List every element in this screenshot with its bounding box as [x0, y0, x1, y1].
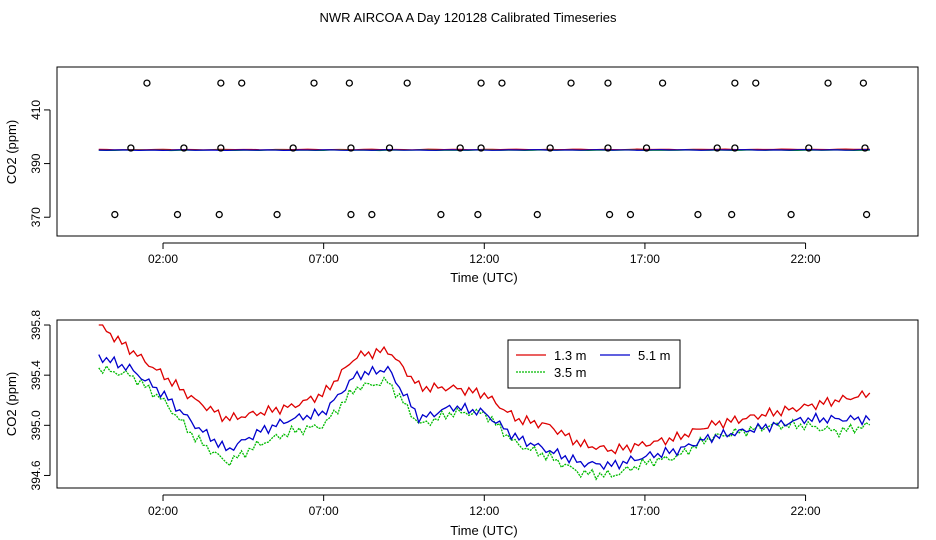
x-tick-label: 02:00: [148, 504, 178, 518]
top-x-axis-label: Time (UTC): [450, 270, 517, 285]
y-tick-label: 395.0: [29, 410, 43, 440]
x-tick-label: 17:00: [630, 252, 660, 266]
calibration-point: [824, 79, 832, 87]
calibration-point: [604, 79, 612, 87]
calibration-point: [477, 144, 485, 152]
calibration-point: [215, 210, 223, 219]
calibration-point: [368, 210, 376, 219]
bottom-y-axis-label: CO2 (ppm): [4, 372, 19, 436]
calibration-point: [533, 210, 541, 219]
y-tick-label: 395.8: [29, 310, 43, 340]
bottom-panel-tower-timeseries: Time (UTC) CO2 (ppm) 02:00 07:00 12:00 17:0…: [4, 310, 919, 538]
y-tick-label: 370: [29, 207, 43, 227]
top-panel-calibration-plot: Time (UTC) CO2 (ppm) 02:00 07:00 12:00 17:0…: [4, 66, 919, 285]
x-tick-label: 07:00: [309, 504, 339, 518]
bottom-plot-frame: [56, 319, 919, 489]
legend-label-3-5m: 3.5 m: [554, 365, 587, 380]
bottom-x-axis-label: Time (UTC): [450, 523, 517, 538]
x-tick-label: 12:00: [469, 504, 499, 518]
calibration-point: [546, 144, 554, 152]
legend: 1.3 m 5.1 m 3.5 m: [507, 339, 681, 389]
calibration-point: [217, 144, 225, 152]
calibration-point: [403, 79, 411, 87]
calibration-point: [477, 79, 485, 87]
top-y-axis-label: CO2 (ppm): [4, 120, 19, 184]
calibration-point: [347, 210, 355, 219]
calibration-point: [345, 79, 354, 87]
calibration-point: [180, 144, 188, 152]
calibration-point: [567, 79, 575, 87]
calibration-point: [605, 210, 614, 219]
calibration-point: [474, 210, 482, 219]
calibration-point: [111, 210, 119, 219]
calibration-point: [456, 144, 464, 152]
calibration-point: [752, 79, 760, 87]
y-tick-label: 390: [29, 153, 43, 173]
calibration-point: [127, 144, 135, 152]
calibration-point: [347, 144, 355, 152]
calibration-point: [238, 79, 246, 87]
calibration-point: [626, 210, 635, 219]
calibration-point: [731, 144, 739, 152]
x-tick-label: 22:00: [791, 252, 821, 266]
calibration-point: [273, 210, 281, 219]
legend-label-5-1m: 5.1 m: [638, 348, 671, 363]
x-tick-label: 22:00: [791, 504, 821, 518]
calibration-point: [862, 210, 871, 219]
y-tick-label: 410: [29, 100, 43, 120]
figure-title: NWR AIRCOA A Day 120128 Calibrated Times…: [320, 10, 617, 25]
calibration-point: [859, 79, 868, 87]
series-line: [98, 324, 871, 455]
x-tick-label: 17:00: [630, 504, 660, 518]
calibration-point: [289, 144, 297, 152]
legend-box: [507, 339, 681, 389]
calibration-point: [861, 144, 869, 152]
top-plot-frame: [56, 66, 919, 237]
series-line: [98, 364, 871, 481]
legend-label-1-3m: 1.3 m: [554, 348, 587, 363]
calibration-point: [731, 79, 739, 87]
x-tick-label: 12:00: [469, 252, 499, 266]
calibration-point: [498, 79, 506, 87]
calibration-point: [604, 144, 612, 152]
calibration-point: [642, 144, 651, 152]
calibration-point: [694, 210, 702, 219]
series-line: [98, 354, 871, 471]
calibration-point: [217, 79, 225, 87]
calibration-point: [787, 210, 795, 219]
calibration-point: [728, 210, 736, 219]
calibration-point: [310, 79, 318, 87]
calibration-point: [658, 79, 667, 87]
series-line: [98, 148, 870, 151]
calibration-point: [143, 79, 151, 87]
x-tick-label: 02:00: [148, 252, 178, 266]
calibration-point: [805, 144, 813, 152]
y-tick-label: 395.4: [29, 360, 43, 390]
x-tick-label: 07:00: [309, 252, 339, 266]
calibration-point: [713, 144, 721, 152]
y-tick-label: 394.6: [29, 460, 43, 490]
calibration-point: [385, 144, 394, 152]
calibration-point: [437, 210, 445, 219]
calibration-point: [173, 210, 182, 219]
